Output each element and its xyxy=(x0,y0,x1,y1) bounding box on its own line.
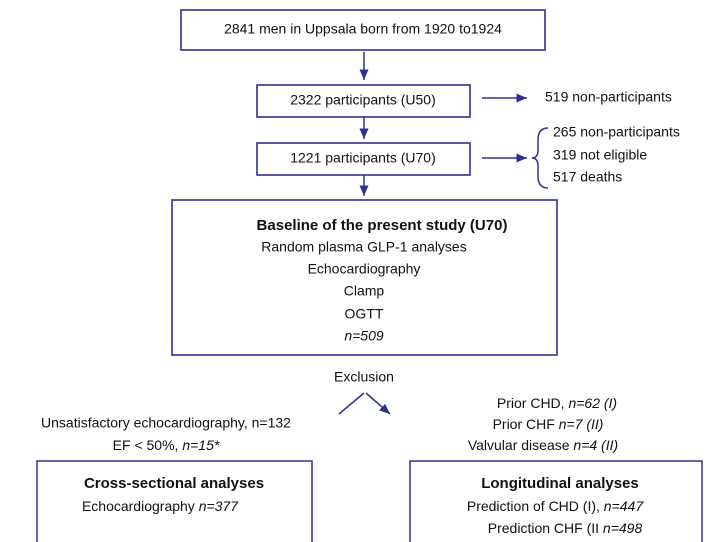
baseline-line: Echocardiography xyxy=(308,261,421,277)
population-label: 2841 men in Uppsala born from 1920 to192… xyxy=(224,21,502,37)
text: Prediction of CHD (I), xyxy=(467,498,604,514)
exclusion-right: Prior CHD, n=62 (I) xyxy=(497,395,617,411)
count: n=377 xyxy=(199,498,240,514)
baseline-line: Clamp xyxy=(344,283,385,299)
count: n=447 xyxy=(604,498,645,514)
baseline-n: n=509 xyxy=(344,328,384,344)
exclusion-label: Exclusion xyxy=(334,369,394,385)
text: Prior CHD, xyxy=(497,395,569,411)
brace xyxy=(531,127,549,189)
u70-label: 1221 participants (U70) xyxy=(290,150,436,166)
cross-sectional-line: Echocardiography n=377 xyxy=(82,498,239,514)
u70-excluded: 319 not eligible xyxy=(553,147,647,163)
text: Prediction CHF (II xyxy=(488,520,603,536)
count: n=15* xyxy=(182,437,220,453)
text: Valvular disease xyxy=(468,437,574,453)
baseline-box xyxy=(171,199,558,356)
arrow xyxy=(365,392,391,415)
exclusion-left: EF < 50%, n=15* xyxy=(113,437,220,453)
count: n=62 (I) xyxy=(568,395,617,411)
longitudinal-title: Longitudinal analyses xyxy=(481,475,639,492)
longitudinal-box xyxy=(409,460,703,542)
text: EF < 50%, xyxy=(113,437,183,453)
count: n=4 (II) xyxy=(573,437,618,453)
arrow xyxy=(338,392,365,415)
count: n=7 (II) xyxy=(559,416,604,432)
u50-excluded: 519 non-participants xyxy=(545,89,672,105)
exclusion-left: Unsatisfactory echocardiography, n=132 xyxy=(41,415,291,431)
cross-sectional-box xyxy=(36,460,313,542)
baseline-line: OGTT xyxy=(345,306,384,322)
baseline-line: Random plasma GLP-1 analyses xyxy=(261,239,466,255)
baseline-title: Baseline of the present study (U70) xyxy=(257,217,508,234)
population-box xyxy=(180,9,546,51)
exclusion-right: Valvular disease n=4 (II) xyxy=(468,437,618,453)
exclusion-right: Prior CHF n=7 (II) xyxy=(493,416,604,432)
text: Prior CHF xyxy=(493,416,559,432)
cross-sectional-title: Cross-sectional analyses xyxy=(84,475,264,492)
u50-label: 2322 participants (U50) xyxy=(290,92,436,108)
longitudinal-line: Prediction of CHD (I), n=447 xyxy=(467,498,644,514)
longitudinal-line: Prediction CHF (II n=498 xyxy=(488,520,643,536)
text: Echocardiography xyxy=(82,498,199,514)
u70-excluded: 265 non-participants xyxy=(553,124,680,140)
u70-excluded: 517 deaths xyxy=(553,169,622,185)
count: n=498 xyxy=(603,520,643,536)
